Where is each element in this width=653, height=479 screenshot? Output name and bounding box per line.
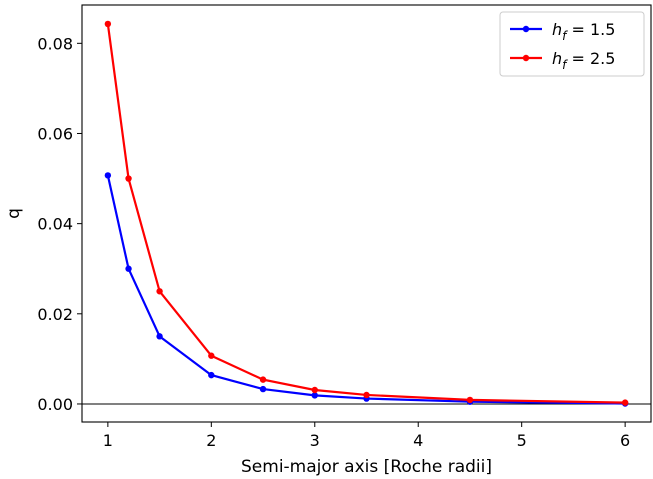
axes-layer bbox=[81, 4, 652, 423]
x-tick-label: 5 bbox=[517, 431, 527, 450]
legend-subscript: f bbox=[562, 29, 568, 43]
legend-subscript: f bbox=[562, 58, 568, 72]
y-tick-label: 0.00 bbox=[37, 395, 73, 414]
legend-symbol: h bbox=[552, 20, 562, 39]
series-line-1 bbox=[106, 175, 626, 405]
legend-symbol: h bbox=[552, 49, 562, 68]
series-2-point bbox=[125, 175, 132, 182]
series-line-2 bbox=[106, 23, 626, 404]
series-1-point bbox=[125, 265, 132, 272]
series-2-point bbox=[363, 391, 370, 399]
series-1-point bbox=[311, 392, 318, 399]
x-tick-label: 1 bbox=[103, 431, 113, 450]
series-1-point bbox=[156, 333, 163, 340]
series-2-point bbox=[621, 399, 629, 406]
legend: hf = 1.5hf = 2.5 bbox=[499, 11, 645, 77]
x-tick-label: 3 bbox=[310, 431, 320, 450]
ticks-layer: 1 2 3 4 5 6 0.00 0.02 0.04 0.06 0.08 bbox=[37, 34, 630, 450]
legend-label-2: hf = 2.5 bbox=[552, 49, 615, 72]
y-tick-label: 0.06 bbox=[37, 124, 73, 143]
y-tick-label: 0.04 bbox=[37, 215, 73, 234]
legend-swatch-marker-1 bbox=[522, 25, 530, 33]
series-2-point bbox=[156, 288, 163, 295]
series-2-point bbox=[104, 20, 112, 28]
series-2-point bbox=[208, 352, 215, 359]
x-axis-title: Semi-major axis [Roche radii] bbox=[241, 457, 492, 477]
plot-frame bbox=[81, 4, 652, 423]
legend-label-1: hf = 1.5 bbox=[552, 20, 615, 43]
series-1-point bbox=[259, 385, 267, 393]
legend-value: = 1.5 bbox=[566, 20, 615, 39]
y-axis-title: q bbox=[4, 208, 24, 219]
series-1-point bbox=[208, 371, 215, 379]
series-2-point bbox=[466, 396, 474, 404]
series-layer bbox=[104, 20, 629, 407]
series-1-point bbox=[104, 172, 112, 179]
legend-value: = 2.5 bbox=[566, 49, 615, 68]
series-2-point bbox=[311, 386, 318, 394]
y-tick-label: 0.08 bbox=[37, 34, 73, 53]
legend-swatch-marker-2 bbox=[522, 54, 530, 62]
y-tick-label: 0.02 bbox=[37, 305, 73, 324]
x-tick-label: 4 bbox=[413, 431, 423, 450]
x-tick-label: 6 bbox=[620, 431, 630, 450]
x-tick-label: 2 bbox=[206, 431, 216, 450]
series-2-point bbox=[259, 376, 267, 383]
